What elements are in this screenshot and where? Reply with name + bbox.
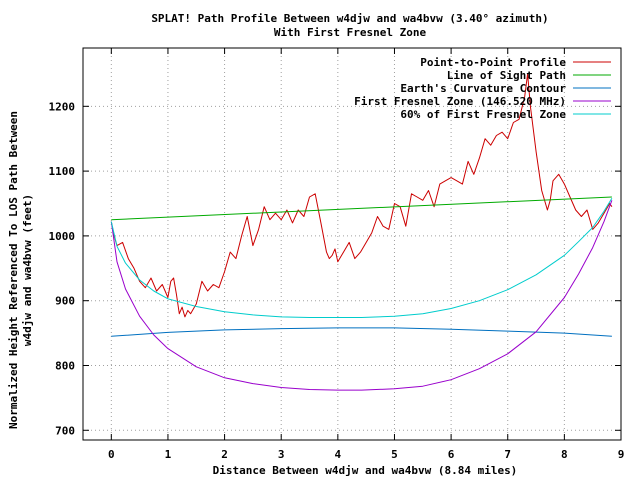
- series-line-60-of-first-fresnel-zone: [110, 198, 613, 318]
- y-tick-label: 1000: [49, 230, 76, 243]
- legend-label: 60% of First Fresnel Zone: [400, 108, 566, 121]
- chart-title: SPLAT! Path Profile Between w4djw and wa…: [151, 12, 548, 25]
- y-tick-label: 1200: [49, 100, 76, 113]
- series-line-first-fresnel-zone-146-520-mhz: [110, 200, 613, 391]
- y-axis-label-line1: Normalized Height Referenced To LOS Path…: [7, 111, 20, 429]
- chart-subtitle: With First Fresnel Zone: [274, 26, 427, 39]
- series-line-line-of-sight-path: [111, 196, 612, 221]
- series-line-point-to-point-profile: [110, 73, 613, 318]
- y-tick-label: 900: [55, 295, 75, 308]
- x-tick-label: 7: [504, 448, 511, 461]
- x-tick-label: 8: [561, 448, 568, 461]
- x-tick-label: 5: [391, 448, 398, 461]
- y-tick-label: 700: [55, 424, 75, 437]
- series-lines: [110, 73, 613, 391]
- x-tick-label: 0: [108, 448, 115, 461]
- x-tick-label: 9: [618, 448, 625, 461]
- x-axis-label: Distance Between w4djw and wa4bvw (8.84 …: [213, 464, 518, 477]
- legend-label: Earth's Curvature Contour: [400, 82, 566, 95]
- y-axis-label-line2: w4djw and wa4bvw (feet): [21, 194, 34, 346]
- y-tick-label: 1100: [49, 165, 76, 178]
- legend-label: Point-to-Point Profile: [420, 56, 566, 69]
- x-tick-label: 1: [165, 448, 172, 461]
- series-line-earth-s-curvature-contour: [111, 327, 612, 337]
- x-tick-label: 6: [448, 448, 455, 461]
- y-tick-label: 800: [55, 359, 75, 372]
- axis-ticks: 0 1 2 3 4 5 6 7 8 9 700 800 900 1000 1100 1200: [49, 48, 625, 461]
- plot-frame: [82, 47, 622, 441]
- x-tick-label: 3: [278, 448, 285, 461]
- x-tick-label: 4: [335, 448, 342, 461]
- legend-label: Line of Sight Path: [447, 69, 566, 82]
- x-tick-label: 2: [221, 448, 228, 461]
- legend-label: First Fresnel Zone (146.520 MHz): [354, 95, 566, 108]
